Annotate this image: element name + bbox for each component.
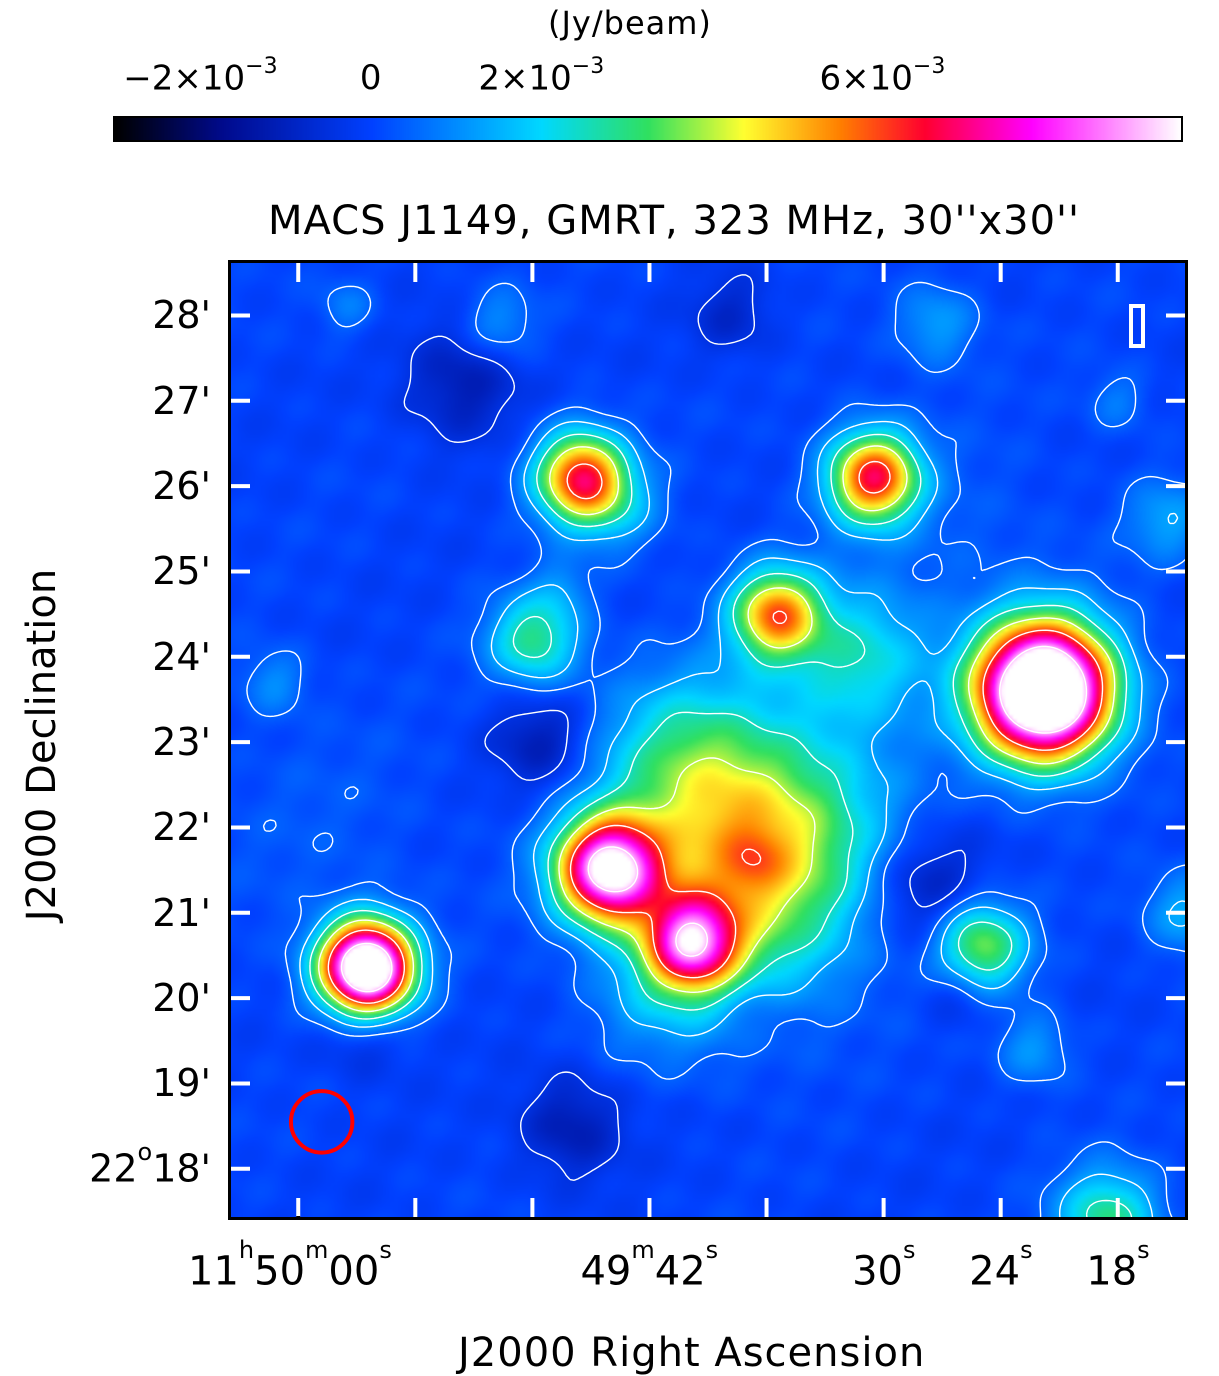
plot-frame [228, 260, 1188, 1220]
colorbar-tick-1: 0 [359, 58, 382, 98]
contour-level-2 [299, 420, 1187, 1219]
x-axis-label: J2000 Right Ascension [458, 1330, 926, 1376]
y-tick-label-7: 25' [152, 549, 211, 594]
beam-ellipse [288, 1089, 355, 1155]
intensity-heatmap [228, 260, 1188, 1220]
radio-map-plot: I [228, 260, 1188, 1220]
y-tick-label-1: 19' [152, 1061, 211, 1106]
y-tick-label-5: 23' [152, 720, 211, 765]
chart-title: MACS J1149, GMRT, 323 MHz, 30''x30'' [268, 198, 1081, 244]
colorbar-tick-2: 2×10−3 [478, 54, 605, 99]
y-tick-label-6: 24' [152, 634, 211, 679]
x-tick-label-3: 24s [969, 1236, 1033, 1295]
colorbar-unit-label: (Jy/beam) [548, 4, 712, 42]
x-tick-label-0: 11h50m00s [188, 1236, 392, 1295]
polarization-marker [1129, 304, 1145, 348]
contour-level-3 [309, 433, 1133, 1219]
x-tick-label-4: 18s [1086, 1236, 1150, 1295]
colorbar [113, 116, 1183, 142]
contour-level-0 [403, 274, 967, 1181]
y-tick-label-0: 22o18' [89, 1138, 211, 1191]
axis-ticks [228, 260, 1188, 1220]
colorbar-tick-3: 6×10−3 [819, 54, 946, 99]
y-tick-label-8: 26' [152, 464, 211, 509]
y-tick-label-3: 21' [152, 890, 211, 935]
y-tick-label-9: 27' [152, 378, 211, 423]
y-axis-label: J2000 Declination [19, 568, 65, 922]
contour-level-6 [340, 645, 1088, 993]
contour-level-4 [318, 445, 1116, 1013]
radio-map-svg: I [228, 260, 1188, 1220]
y-tick-label-2: 20' [152, 976, 211, 1021]
contour-level-5 [327, 460, 1104, 1004]
x-tick-label-2: 30s [852, 1236, 916, 1295]
colorbar-tick-0: −2×10−3 [123, 54, 278, 99]
y-tick-label-4: 22' [152, 805, 211, 850]
contour-lines [246, 274, 1187, 1219]
contour-level-1 [246, 281, 1187, 1219]
y-tick-label-10: 28' [152, 293, 211, 338]
x-tick-label-1: 49m42s [580, 1236, 719, 1295]
